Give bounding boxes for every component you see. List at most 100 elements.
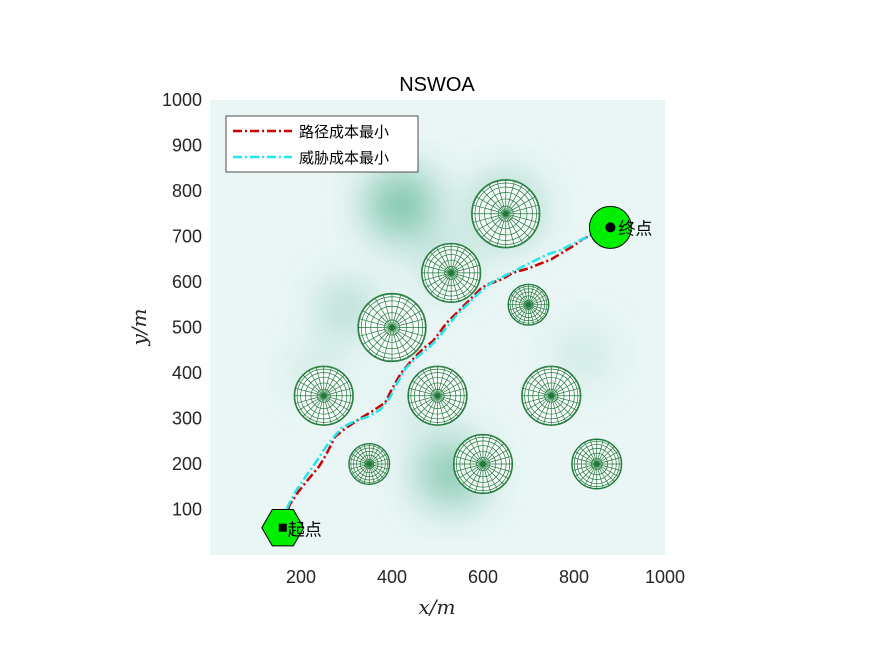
threat-mesh-spoke [482,456,512,465]
threat-mesh-spoke [550,369,567,396]
y-tick-label: 700 [172,227,202,247]
threat-mesh-spoke [550,367,560,396]
threat-mesh-spoke [416,395,438,417]
threat-mesh-spoke [505,184,524,214]
threat-mesh-spoke [508,299,529,306]
threat-mesh-spoke [551,395,580,404]
paths-layer [281,226,611,526]
threat-mesh-spoke [368,446,380,465]
threat-mesh-spoke [450,257,477,274]
legend-label-path-cost: 路径成本最小 [299,123,389,141]
threat-mesh-spoke [422,395,438,422]
y-tick-label: 600 [172,272,202,292]
threat-mesh-spoke [369,463,384,479]
threat-mesh-spoke [578,463,597,482]
threat-mesh-spoke [551,395,578,411]
threat-mesh-spoke [482,463,499,490]
threat-mesh-spoke [488,184,507,214]
threat-center [448,270,454,276]
threat-mesh-spoke [351,463,370,475]
threat-mesh-spoke [482,438,499,465]
threat-center [548,393,554,399]
threat-mesh-spoke [354,449,370,465]
threat-mesh-spoke [528,284,535,305]
threat-mesh-spoke [596,451,619,465]
chart-title: NSWOA [399,74,475,96]
threat-mesh-spoke [596,463,619,477]
threat-mesh-spoke [437,369,453,396]
threat-mesh-spoke [368,463,375,484]
x-tick-label: 800 [559,567,589,587]
path-series-1 [281,226,611,526]
threat-mesh-spoke [369,463,390,470]
threat-mesh-spoke [416,374,438,396]
threat-mesh-spoke [369,463,388,475]
threat-mesh-spoke [408,387,438,397]
threat-zone [421,242,482,303]
y-tick-label: 800 [172,181,202,201]
path-series-0 [281,226,611,526]
threat-mesh-spoke [297,380,324,397]
threat-mesh-spoke [496,180,507,214]
threat-mesh-spoke [596,446,615,465]
threat-mesh-spoke [437,380,464,397]
threat-mesh-spoke [505,213,515,247]
threat-mesh-spoke [596,457,622,465]
threat-mesh-spoke [437,395,446,425]
threat-mesh-spoke [358,327,393,337]
threat-mesh-spoke [472,213,506,223]
start-point [278,523,287,532]
threat-mesh-spoke [482,463,505,486]
threat-center [321,393,327,399]
threat-mesh-spoke [525,380,552,397]
y-tick-label: 900 [172,136,202,156]
threat-mesh-spoke [461,442,484,465]
legend-box [225,115,419,173]
threat-mesh-spoke [482,463,491,493]
threat-mesh-spoke [505,180,515,214]
threat-mesh-spoke [374,327,393,358]
threat-mesh-spoke [437,395,467,404]
threat-mesh-spoke [369,458,390,465]
threat-mesh-spoke [530,374,552,396]
threat-mesh-spoke [467,463,484,490]
threat-mesh-spoke [391,327,417,352]
threat-mesh-spoke [528,299,549,306]
terrain-hill [555,327,611,383]
threat-mesh-spoke [437,395,464,411]
threat-mesh-spoke [368,444,375,465]
threat-mesh-spoke [450,272,467,299]
threat-mesh-spoke [482,442,505,465]
threat-mesh-spoke [522,387,552,397]
threat-mesh-spoke [443,244,452,273]
threat-mesh-spoke [358,463,370,482]
threat-mesh-spoke [476,213,506,232]
threat-mesh-spoke [391,294,402,328]
threat-mesh-spoke [443,272,452,302]
threat-mesh-spoke [437,395,453,422]
threat-mesh-spoke [422,369,438,396]
threat-mesh-spoke [437,367,446,396]
threat-mesh-spoke [391,297,410,328]
threat-mesh-spoke [536,395,552,422]
threat-mesh-spoke [450,272,460,302]
threat-mesh-spoke [505,196,536,215]
threat-mesh-spoke [482,463,509,480]
threat-mesh-spoke [323,374,345,396]
threat-mesh-spoke [302,374,324,396]
ticks-layer: 200 400 600 800 1000 100 200 300 400 500 600 700 800… [162,90,685,587]
threat-mesh-spoke [429,367,438,396]
end-label: 终点 [618,219,652,239]
threat-mesh-spoke [354,463,370,479]
threat-mesh-spoke [551,380,578,397]
threat-mesh-spoke [358,318,393,328]
threat-mesh-spoke [391,318,426,328]
threat-mesh-spoke [482,435,491,465]
threat-center [435,393,440,399]
threat-zone [507,283,550,326]
threat-mesh-spoke [528,304,549,311]
threat-mesh-spoke [391,327,426,337]
threat-mesh-spoke [369,449,384,465]
threat-mesh-spoke [349,458,370,465]
threat-zone [471,179,541,249]
